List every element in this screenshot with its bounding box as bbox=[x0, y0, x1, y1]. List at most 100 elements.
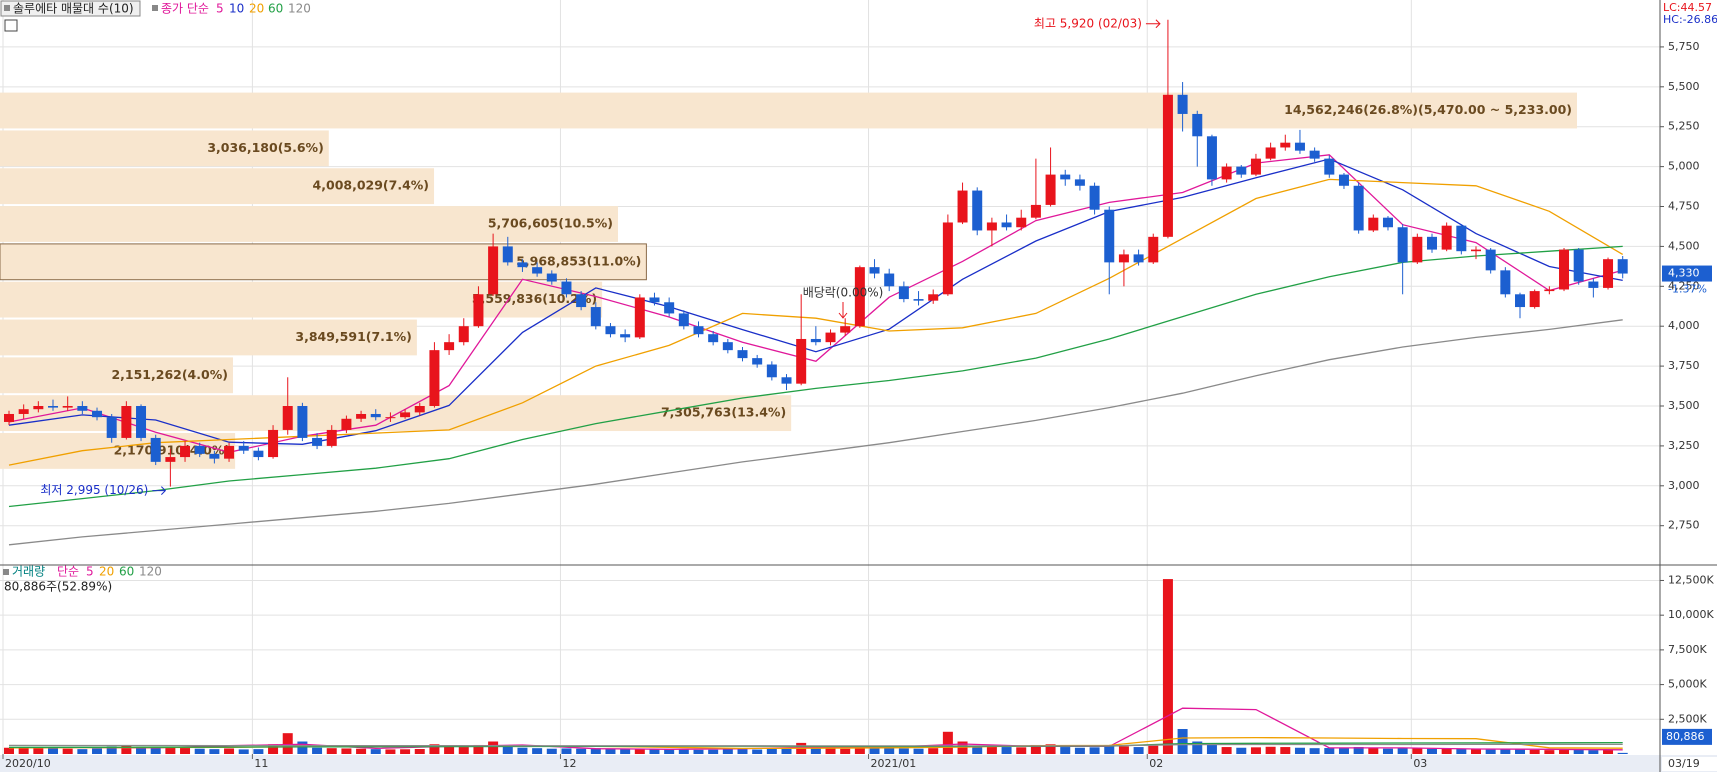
candle-body bbox=[502, 246, 513, 263]
candle-body bbox=[488, 246, 499, 295]
candle-body bbox=[1001, 222, 1012, 228]
volume-bar bbox=[1236, 747, 1247, 754]
legend-entry: 20 bbox=[99, 565, 114, 579]
volume-profile-label: 3,036,180(5.6%) bbox=[207, 140, 323, 155]
volume-profile-bar bbox=[0, 168, 435, 205]
high-label: 최고 5,920 (02/03) bbox=[1034, 16, 1142, 30]
volume-profile-bar bbox=[0, 281, 603, 318]
volume-bar bbox=[561, 748, 572, 754]
volume-bar bbox=[766, 749, 777, 754]
last-change: -1.37% bbox=[1668, 283, 1707, 296]
candle-body bbox=[810, 338, 821, 343]
legend-entry: 120 bbox=[288, 2, 311, 16]
candle-body bbox=[1471, 249, 1481, 252]
candle-body bbox=[370, 413, 381, 418]
volume-bar bbox=[942, 731, 953, 754]
volume-bar bbox=[1412, 748, 1423, 754]
candle-body bbox=[1529, 291, 1540, 308]
candle-body bbox=[62, 406, 73, 408]
candle-body bbox=[1221, 166, 1232, 180]
volume-bar bbox=[92, 748, 103, 754]
volume-bar bbox=[458, 747, 469, 754]
volume-bar bbox=[1456, 749, 1467, 754]
volume-bar bbox=[385, 749, 396, 754]
ex-dividend-arrow bbox=[838, 302, 848, 319]
candle-body bbox=[693, 326, 704, 335]
candle-body bbox=[796, 338, 807, 384]
volume-bar bbox=[209, 749, 220, 754]
candle-body bbox=[1104, 209, 1115, 263]
volume-legend-name: 거래량 bbox=[12, 565, 45, 579]
volume-bar bbox=[488, 741, 499, 754]
volume-bar bbox=[884, 747, 895, 754]
low-label: 최저 2,995 (10/26) bbox=[40, 483, 148, 497]
candle-body bbox=[1382, 217, 1393, 228]
legend-icon bbox=[4, 5, 10, 11]
candle-body bbox=[766, 364, 777, 378]
volume-bar bbox=[1529, 749, 1540, 754]
candle-body bbox=[92, 410, 103, 418]
legend-entry: 5 bbox=[216, 2, 224, 16]
x-tick-label: 12 bbox=[562, 757, 576, 770]
candle-body bbox=[1544, 289, 1555, 292]
volume-bar bbox=[1441, 748, 1452, 754]
volume-bar bbox=[473, 744, 484, 754]
cursor-date-box bbox=[1662, 757, 1717, 771]
x-tick-label: 2021/01 bbox=[871, 757, 917, 770]
candle-body bbox=[1118, 254, 1129, 263]
volume-bar bbox=[1382, 748, 1393, 754]
volume-bar bbox=[1089, 747, 1100, 754]
candle-body bbox=[224, 445, 235, 459]
candle-body bbox=[546, 273, 557, 282]
ma-line bbox=[8, 707, 1623, 751]
candle-body bbox=[341, 418, 352, 430]
ex-dividend-label: 배당락(0.00%) bbox=[803, 286, 884, 300]
volume-bar bbox=[1559, 749, 1570, 754]
candle-body bbox=[869, 267, 880, 274]
candle-body bbox=[77, 406, 88, 411]
volume-profile-label: 5,968,853(11.0%) bbox=[516, 253, 641, 268]
candle-body bbox=[165, 457, 176, 462]
volume-bar bbox=[18, 747, 29, 754]
volume-bar bbox=[1192, 741, 1203, 754]
candle-body bbox=[1441, 225, 1452, 250]
volume-bar bbox=[1426, 748, 1437, 754]
candle-body bbox=[1250, 158, 1261, 175]
volume-bar bbox=[370, 749, 381, 754]
volume-profile-label: 5,706,605(10.5%) bbox=[488, 215, 613, 230]
legend-entry: 60 bbox=[119, 565, 134, 579]
volume-bar bbox=[1294, 747, 1305, 754]
y-tick-label: 5,250 bbox=[1668, 120, 1700, 133]
candle-body bbox=[986, 222, 997, 231]
candle-body bbox=[136, 406, 147, 438]
candle-body bbox=[576, 294, 587, 308]
candle-body bbox=[1016, 217, 1027, 228]
candle-body bbox=[928, 294, 939, 301]
last-volume-box bbox=[1662, 728, 1712, 745]
candle-body bbox=[1603, 259, 1614, 288]
volume-bar bbox=[1060, 747, 1071, 754]
volume-bar bbox=[1471, 749, 1481, 754]
candle-body bbox=[942, 222, 953, 295]
volume-bar bbox=[781, 748, 792, 754]
volume-bar bbox=[1221, 747, 1232, 754]
volume-bar bbox=[634, 748, 645, 754]
candle-body bbox=[1030, 204, 1041, 218]
legend-icon bbox=[152, 5, 158, 11]
volume-bar bbox=[444, 746, 455, 754]
volume-profile-label: 14,562,246(26.8%)(5,470.00 ~ 5,233.00) bbox=[1284, 102, 1572, 117]
hc-label: HC:-26.86 bbox=[1663, 13, 1717, 26]
volume-bar bbox=[1368, 748, 1379, 754]
candle-body bbox=[238, 445, 249, 451]
candle-body bbox=[385, 417, 396, 419]
volume-bar bbox=[180, 748, 191, 754]
legend-entry: 120 bbox=[139, 565, 162, 579]
y-tick-label: 3,500 bbox=[1668, 399, 1700, 412]
last-volume-label: 80,886 bbox=[1666, 730, 1705, 743]
volume-bar bbox=[414, 749, 425, 754]
candle-body bbox=[752, 358, 763, 365]
volume-bar bbox=[48, 748, 59, 754]
candle-body bbox=[18, 409, 29, 414]
volume-profile-label: 7,305,763(13.4%) bbox=[661, 405, 786, 420]
candle-body bbox=[1206, 136, 1217, 180]
